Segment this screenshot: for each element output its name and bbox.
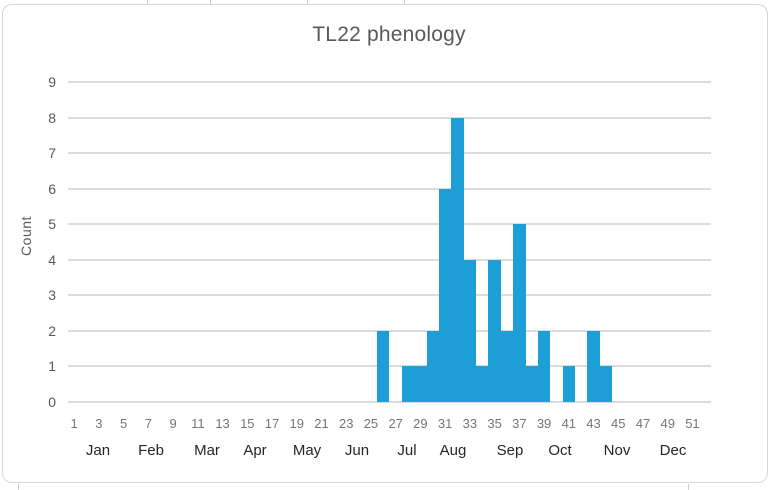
y-tick-label: 0: [48, 394, 56, 410]
gridline: [68, 116, 711, 119]
y-tick-label: 7: [48, 145, 56, 162]
bar-week-38[interactable]: [525, 366, 538, 402]
x-tick-label: 49: [660, 416, 675, 431]
x-tick-label: 39: [536, 416, 552, 431]
bar-week-30[interactable]: [426, 330, 439, 402]
month-label: Jan: [85, 442, 111, 459]
x-tick-label: 43: [586, 416, 601, 431]
bar-week-35[interactable]: [488, 259, 501, 402]
y-tick-label: 8: [48, 109, 56, 126]
bar-week-31[interactable]: [438, 188, 452, 402]
x-tick-label: 1: [70, 416, 78, 431]
gridline: [68, 329, 711, 332]
bar-week-32[interactable]: [451, 117, 464, 402]
y-tick-label: 9: [48, 74, 56, 90]
month-label: May: [292, 442, 322, 459]
month-label: Aug: [439, 442, 467, 459]
x-tick-label: 25: [363, 416, 379, 431]
gridline: [68, 365, 711, 368]
x-tick-label: 29: [413, 416, 428, 431]
x-tick-label: 9: [169, 416, 177, 431]
bar-week-26[interactable]: [377, 330, 390, 402]
bar-week-39[interactable]: [537, 330, 551, 402]
bar-week-36[interactable]: [500, 330, 514, 402]
x-tick-label: 17: [264, 416, 280, 431]
month-label: Apr: [243, 442, 267, 459]
x-tick-label: 19: [289, 416, 304, 431]
sheet-gridline-stub: [147, 0, 148, 4]
x-tick-label: 3: [95, 416, 103, 431]
x-tick-label: 47: [635, 416, 651, 431]
bar-week-33[interactable]: [463, 259, 477, 402]
bar-week-29[interactable]: [414, 366, 427, 402]
x-tick-label: 31: [437, 416, 453, 431]
month-label: Dec: [659, 442, 687, 459]
bar-week-44[interactable]: [599, 366, 613, 402]
x-tick-label: 37: [512, 416, 527, 431]
gridline: [68, 258, 711, 261]
gridline: [68, 81, 711, 83]
gridline: [68, 223, 711, 226]
y-tick-label: 6: [48, 180, 56, 197]
month-label: Mar: [194, 442, 220, 459]
x-tick-label: 21: [314, 416, 329, 431]
month-label: Feb: [138, 442, 164, 459]
y-tick-label: 1: [48, 358, 56, 375]
gridline: [68, 294, 711, 297]
chart-title[interactable]: TL22 phenology: [312, 23, 466, 46]
sheet-gridline-stub: [404, 0, 405, 4]
month-label: Oct: [548, 442, 572, 459]
bar-week-28[interactable]: [401, 366, 415, 402]
sheet-gridline-stub: [18, 484, 19, 490]
y-tick-label: 3: [48, 287, 56, 304]
sheet-gridline-stub: [210, 0, 211, 4]
x-tick-label: 13: [215, 416, 230, 431]
sheet-gridline-stub: [688, 484, 689, 490]
month-label: Nov: [603, 442, 631, 459]
y-tick-label: 4: [48, 251, 56, 268]
chart-object-frame[interactable]: [2, 4, 768, 483]
bar-week-37[interactable]: [513, 224, 526, 402]
x-tick-label: 33: [462, 416, 478, 431]
x-tick-label: 15: [240, 416, 255, 431]
gridline: [68, 187, 711, 190]
x-tick-label: 5: [120, 416, 128, 431]
x-tick-label: 7: [144, 416, 152, 431]
x-tick-label: 11: [191, 416, 205, 431]
bar-week-43[interactable]: [587, 330, 600, 402]
x-tick-label: 27: [388, 416, 403, 431]
y-tick-label: 5: [48, 216, 56, 233]
x-tick-label: 51: [685, 416, 700, 431]
y-tick-label: 2: [48, 322, 56, 339]
x-tick-label: 41: [561, 416, 577, 431]
month-label: Sep: [496, 442, 524, 459]
x-tick-label: 23: [338, 416, 354, 431]
month-label: Jun: [344, 442, 370, 459]
month-label: Jul: [397, 442, 417, 459]
bar-week-41[interactable]: [562, 366, 575, 402]
x-tick-label: 45: [611, 416, 626, 431]
bar-week-34[interactable]: [476, 366, 489, 402]
x-tick-label: 35: [487, 416, 502, 431]
sheet-gridline-stub: [307, 0, 308, 4]
gridline: [68, 401, 711, 403]
gridline: [68, 152, 711, 155]
